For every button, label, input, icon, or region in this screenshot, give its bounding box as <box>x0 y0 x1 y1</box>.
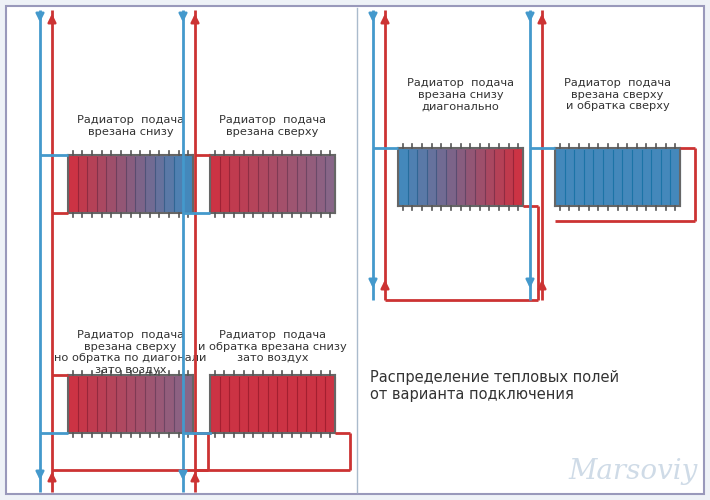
Bar <box>325 155 335 213</box>
Bar <box>661 148 670 206</box>
Bar <box>258 155 268 213</box>
Bar <box>278 375 287 433</box>
Bar <box>555 148 564 206</box>
Text: Радиатор  подача
и обратка врезана снизу
зато воздух: Радиатор подача и обратка врезана снизу … <box>198 330 347 363</box>
Bar <box>325 375 335 433</box>
Bar <box>77 155 87 213</box>
Bar <box>398 148 408 206</box>
Bar <box>642 148 651 206</box>
Text: Радиатор  подача
врезана сверху
и обратка сверху: Радиатор подача врезана сверху и обратка… <box>564 78 671 111</box>
Bar <box>651 148 661 206</box>
Bar <box>594 148 603 206</box>
Bar <box>116 375 126 433</box>
Bar <box>574 148 584 206</box>
Bar <box>584 148 594 206</box>
Bar <box>670 148 680 206</box>
Bar <box>287 375 297 433</box>
Bar <box>126 375 136 433</box>
Bar <box>126 155 136 213</box>
Bar <box>494 148 504 206</box>
Bar <box>87 375 97 433</box>
Bar <box>210 155 219 213</box>
Text: Радиатор  подача
врезана сверху: Радиатор подача врезана сверху <box>219 115 326 136</box>
Bar <box>229 375 239 433</box>
Text: Радиатор  подача
врезана снизу: Радиатор подача врезана снизу <box>77 115 184 136</box>
Bar <box>116 155 126 213</box>
Text: Радиатор  подача
врезана сверху
но обратка по диагонали
зато воздух: Радиатор подача врезана сверху но обратк… <box>54 330 207 375</box>
Bar <box>603 148 613 206</box>
Bar <box>258 375 268 433</box>
Bar <box>97 375 106 433</box>
Bar <box>136 375 145 433</box>
Bar <box>513 148 523 206</box>
Bar <box>408 148 417 206</box>
Bar <box>164 155 174 213</box>
Bar <box>219 155 229 213</box>
Bar <box>446 148 456 206</box>
Bar <box>164 375 174 433</box>
Bar <box>210 375 219 433</box>
Bar <box>174 375 183 433</box>
Bar <box>622 148 632 206</box>
Bar <box>417 148 427 206</box>
Bar <box>229 155 239 213</box>
Bar <box>183 155 193 213</box>
Bar <box>145 375 155 433</box>
Bar <box>248 375 258 433</box>
Bar <box>278 155 287 213</box>
Bar <box>219 375 229 433</box>
Bar <box>106 155 116 213</box>
Bar <box>268 155 278 213</box>
Bar <box>239 375 248 433</box>
Bar <box>456 148 465 206</box>
Bar <box>155 375 164 433</box>
Bar <box>306 375 316 433</box>
Bar <box>316 155 325 213</box>
Bar <box>632 148 642 206</box>
Bar <box>87 155 97 213</box>
Bar <box>297 155 306 213</box>
Bar <box>437 148 446 206</box>
Bar <box>306 155 316 213</box>
Bar <box>155 155 164 213</box>
Bar <box>77 375 87 433</box>
Bar <box>475 148 484 206</box>
Text: Распределение тепловых полей
от варианта подключения: Распределение тепловых полей от варианта… <box>370 370 619 402</box>
Bar <box>268 375 278 433</box>
Bar <box>239 155 248 213</box>
Bar <box>174 155 183 213</box>
Bar <box>465 148 475 206</box>
Bar <box>297 375 306 433</box>
Bar <box>248 155 258 213</box>
Text: Marsoviy: Marsoviy <box>569 458 698 485</box>
Bar <box>504 148 513 206</box>
Bar <box>183 375 193 433</box>
Bar <box>68 375 77 433</box>
Bar <box>564 148 574 206</box>
Bar <box>613 148 622 206</box>
Bar <box>427 148 437 206</box>
Bar <box>136 155 145 213</box>
Text: Радиатор  подача
врезана снизу
диагонально: Радиатор подача врезана снизу диагональн… <box>407 78 514 111</box>
Bar <box>68 155 77 213</box>
Bar <box>316 375 325 433</box>
Bar <box>484 148 494 206</box>
Bar <box>106 375 116 433</box>
Bar <box>145 155 155 213</box>
Bar <box>287 155 297 213</box>
Bar <box>97 155 106 213</box>
